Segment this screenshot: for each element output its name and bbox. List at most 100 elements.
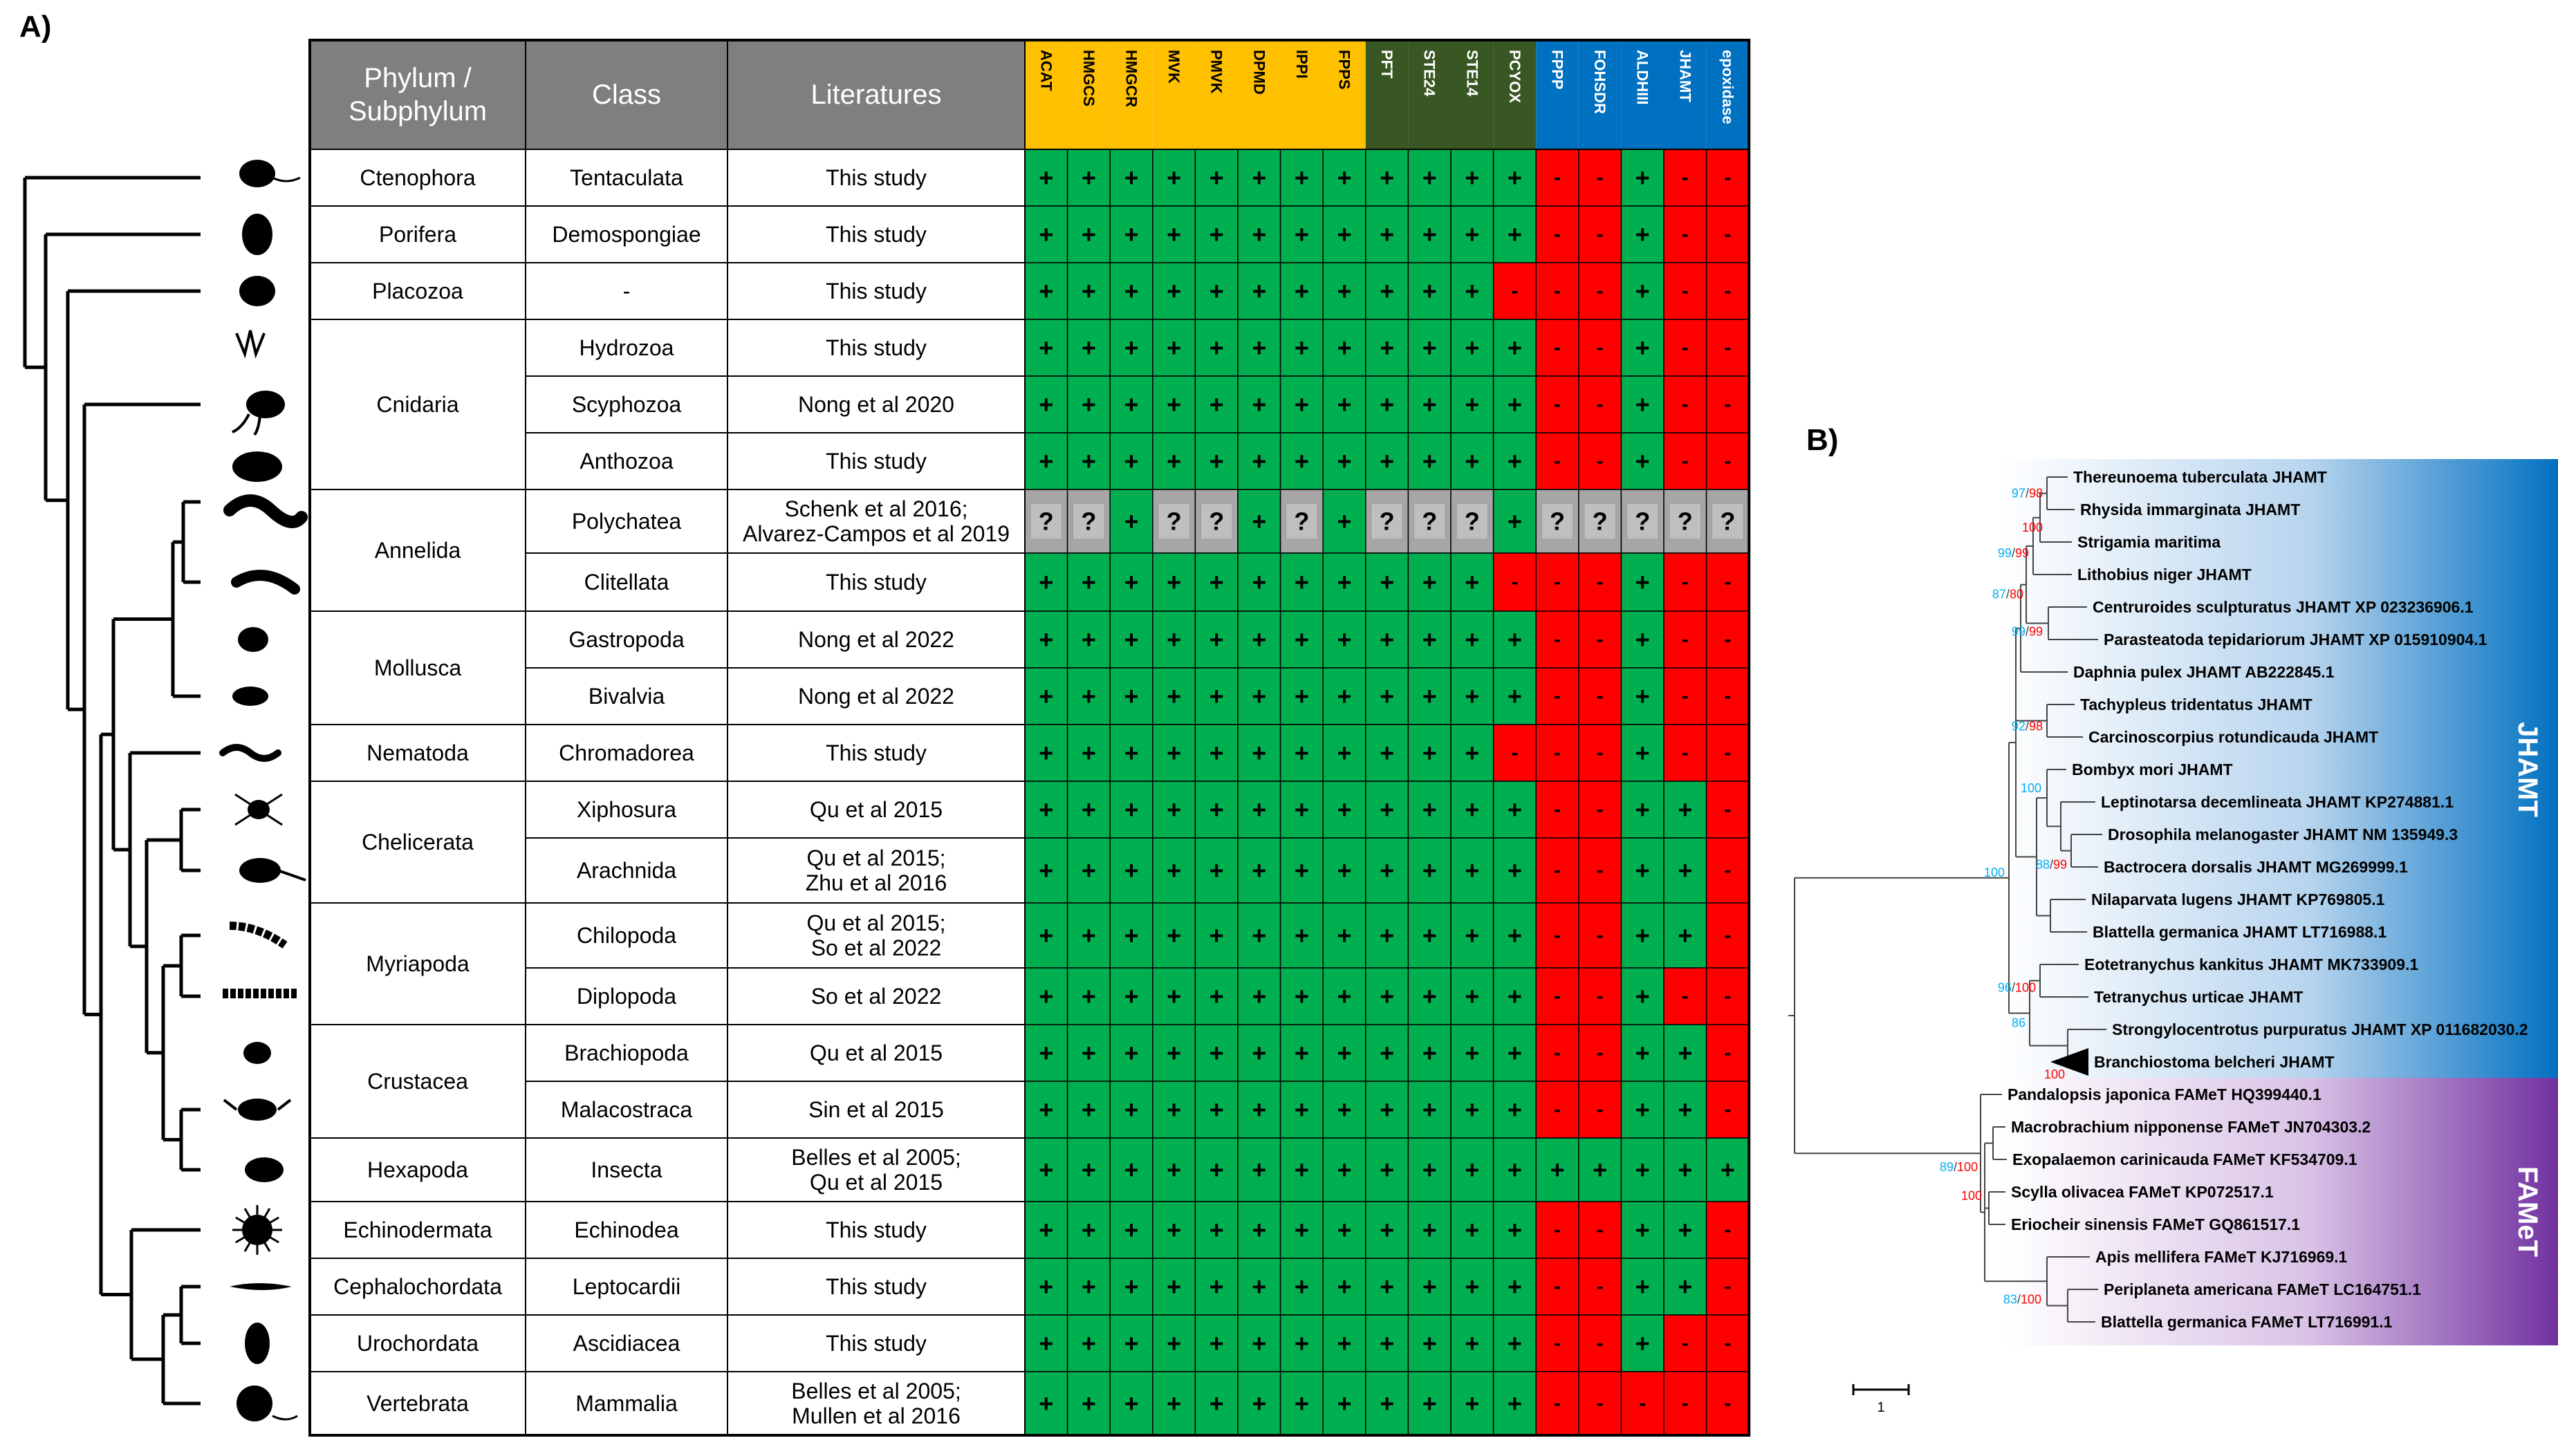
presence-cell bbox=[1663, 552, 1707, 612]
literature-ref: This study bbox=[826, 449, 927, 474]
presence-cell bbox=[1620, 967, 1665, 1025]
presence-symbol: + bbox=[1167, 1216, 1181, 1244]
gene-label-epoxidase: epoxidase bbox=[1719, 50, 1736, 124]
literature-ref: Sin et al 2015 bbox=[808, 1097, 944, 1122]
literature-ref: Qu et al 2015 bbox=[810, 1040, 943, 1065]
presence-symbol: + bbox=[1252, 391, 1266, 419]
presence-cell bbox=[1322, 552, 1366, 612]
presence-cell bbox=[1109, 432, 1153, 490]
presence-symbol: + bbox=[1465, 922, 1479, 950]
presence-symbol: ? bbox=[1167, 507, 1182, 536]
panel-b-label: B) bbox=[1806, 423, 1839, 457]
presence-symbol: + bbox=[1635, 739, 1650, 767]
phylum-name: Crustacea bbox=[367, 1069, 468, 1094]
presence-cell bbox=[1109, 1314, 1153, 1372]
presence-cell bbox=[1450, 967, 1494, 1025]
presence-symbol: + bbox=[1465, 568, 1479, 597]
presence-cell bbox=[1492, 1137, 1537, 1202]
presence-symbol: + bbox=[1124, 857, 1138, 885]
presence-symbol: ? bbox=[1593, 507, 1608, 536]
presence-cell bbox=[1663, 1314, 1707, 1372]
presence-symbol: - bbox=[1682, 393, 1689, 416]
presence-symbol: + bbox=[1167, 1329, 1181, 1358]
presence-symbol: + bbox=[1337, 682, 1351, 711]
table-border bbox=[308, 39, 1751, 1437]
presence-cell bbox=[1578, 1024, 1622, 1082]
presence-cell bbox=[1365, 781, 1409, 839]
phylum-name: Vertebrata bbox=[367, 1391, 469, 1416]
presence-symbol: + bbox=[1635, 982, 1650, 1011]
presence-symbol: + bbox=[1124, 447, 1138, 476]
presence-symbol: + bbox=[1252, 982, 1266, 1011]
presence-cell bbox=[1066, 1137, 1111, 1202]
presence-cell bbox=[1024, 1258, 1068, 1316]
presence-symbol: + bbox=[1380, 982, 1394, 1011]
class-name: Scyphozoa bbox=[572, 392, 682, 417]
presence-symbol: + bbox=[1039, 982, 1053, 1011]
phylum-name: Ctenophora bbox=[360, 165, 475, 190]
presence-symbol: - bbox=[1724, 280, 1731, 303]
presence-cell bbox=[1109, 205, 1153, 263]
gene-taxon-label: Strigamia maritima bbox=[2077, 533, 2221, 551]
unknown-marker bbox=[1584, 503, 1616, 540]
presence-symbol: + bbox=[1167, 221, 1181, 249]
gene-taxon-label: Strongylocentrotus purpuratus JHAMT XP 0… bbox=[2112, 1020, 2528, 1038]
presence-cell bbox=[1407, 1137, 1452, 1202]
presence-symbol: + bbox=[1039, 857, 1053, 885]
presence-cell bbox=[1365, 1137, 1409, 1202]
presence-symbol: - bbox=[1597, 1042, 1604, 1065]
presence-symbol: + bbox=[1124, 1156, 1138, 1184]
presence-cell bbox=[1492, 1314, 1537, 1372]
presence-symbol: + bbox=[1678, 1273, 1692, 1301]
presence-symbol: + bbox=[1380, 796, 1394, 824]
gene-presence-table: Phylum /Subphylum Class Literatures ACAT HMG… bbox=[308, 39, 1751, 1437]
presence-cell bbox=[1365, 1201, 1409, 1259]
presence-symbol: + bbox=[1039, 1390, 1053, 1418]
presence-symbol: - bbox=[1554, 1332, 1561, 1355]
presence-cell bbox=[1578, 375, 1622, 433]
literature-ref: Mullen et al 2016 bbox=[792, 1403, 961, 1428]
presence-symbol: + bbox=[1422, 568, 1437, 597]
presence-cell bbox=[1620, 432, 1665, 490]
presence-symbol: - bbox=[1724, 1332, 1731, 1355]
gene-taxon-label: Drosophila melanogaster JHAMT NM 135949.… bbox=[2108, 825, 2458, 843]
presence-symbol: + bbox=[1210, 1329, 1224, 1358]
presence-symbol: + bbox=[1167, 164, 1181, 192]
class-name: Brachiopoda bbox=[564, 1040, 689, 1065]
presence-symbol: + bbox=[1167, 982, 1181, 1011]
presence-cell bbox=[1194, 205, 1239, 263]
presence-symbol: + bbox=[1210, 1390, 1224, 1418]
presence-symbol: + bbox=[1465, 221, 1479, 249]
presence-symbol: + bbox=[1295, 626, 1309, 654]
presence-symbol: + bbox=[1210, 447, 1224, 476]
phylum-name: Nematoda bbox=[367, 740, 469, 765]
presence-cell bbox=[1152, 902, 1196, 969]
presence-symbol: - bbox=[1597, 1276, 1604, 1298]
presence-symbol: + bbox=[1082, 739, 1096, 767]
presence-cell bbox=[1322, 1024, 1366, 1082]
class-name: Tentaculata bbox=[570, 165, 683, 190]
presence-symbol: - bbox=[1597, 1332, 1604, 1355]
literature-ref: Alvarez-Campos et al 2019 bbox=[743, 521, 1010, 546]
sea-urchin-spines bbox=[256, 1208, 271, 1231]
literature-ref: This study bbox=[826, 222, 927, 247]
class-name: Insecta bbox=[591, 1157, 662, 1182]
presence-symbol: + bbox=[1422, 1216, 1437, 1244]
presence-symbol: + bbox=[1422, 447, 1437, 476]
presence-cell bbox=[1279, 1081, 1324, 1139]
unknown-marker bbox=[1073, 503, 1105, 540]
presence-cell bbox=[1109, 1137, 1153, 1202]
presence-cell bbox=[1535, 967, 1579, 1025]
gene-taxon-label: Exopalaemon carinicauda FAMeT KF534709.1 bbox=[2012, 1150, 2357, 1168]
presence-symbol: + bbox=[1295, 682, 1309, 711]
gene-label-pmvk: PMVK bbox=[1208, 50, 1225, 94]
presence-symbol: + bbox=[1295, 739, 1309, 767]
presence-symbol: + bbox=[1508, 922, 1522, 950]
presence-symbol: - bbox=[1682, 628, 1689, 651]
presence-cell bbox=[1322, 432, 1366, 490]
presence-symbol: + bbox=[1465, 1039, 1479, 1067]
presence-symbol: + bbox=[1380, 1156, 1394, 1184]
presence-symbol: - bbox=[1511, 280, 1518, 303]
presence-symbol: + bbox=[1422, 857, 1437, 885]
presence-symbol: + bbox=[1508, 391, 1522, 419]
